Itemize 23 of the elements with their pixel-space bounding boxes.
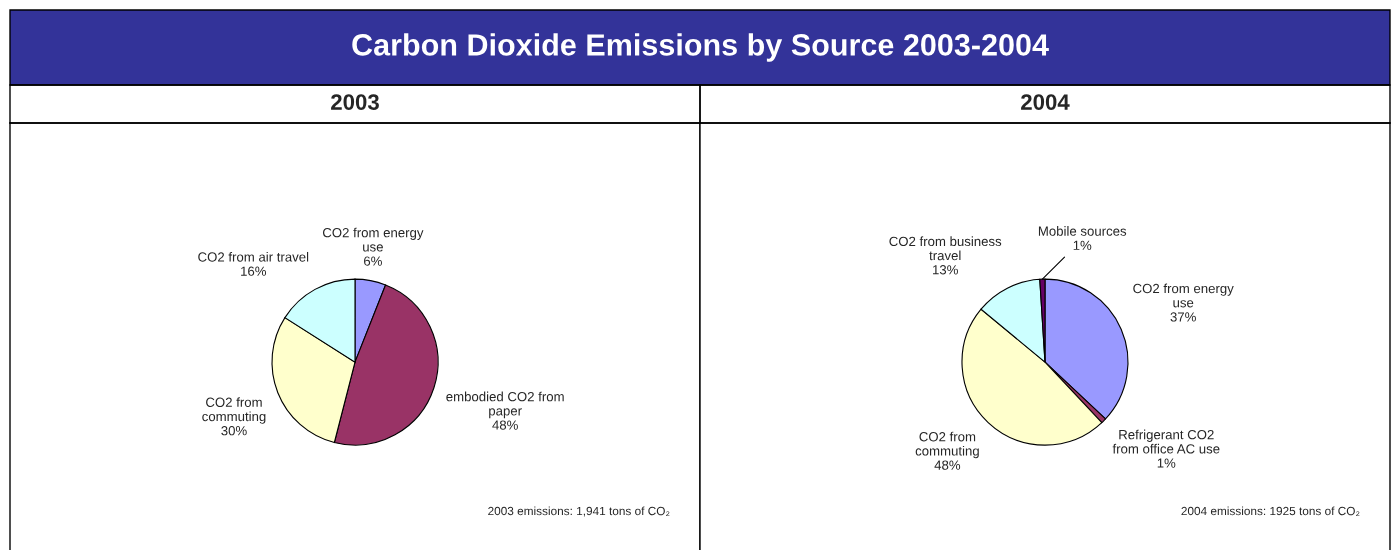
slice-label: embodied CO2 from paper (446, 391, 564, 419)
chart-subtitle: 2003 (331, 94, 379, 110)
data-label: 13% (933, 265, 958, 275)
text: Carbon Dioxide Emissions by Source 2003-2004 (352, 33, 1049, 62)
slice-label: CO2 from business travel (889, 236, 1002, 261)
slice-label: CO2 from commuting (202, 397, 266, 424)
slice-label: CO2 from commuting (915, 431, 979, 459)
slice-label: CO2 from air travel (198, 251, 309, 262)
data-label: 37% (1170, 312, 1196, 322)
text: 2003 emissions: 1,941 tons of CO₂ (488, 506, 670, 517)
data-label: 48% (934, 460, 961, 470)
slice-label: Mobile sources (1038, 226, 1127, 236)
slice-label: CO2 from energy use (322, 227, 424, 252)
data-label: 6% (364, 256, 382, 266)
data-label: 1% (1073, 240, 1092, 250)
slice-label: Refrigerant CO2 from office AC use (1112, 429, 1220, 454)
data-label: 16% (241, 266, 267, 276)
chart-subtitle: 2004 (1021, 94, 1070, 110)
data-label: 1% (1157, 458, 1176, 468)
text: 2004 emissions: 1925 tons of CO₂ (1181, 506, 1360, 517)
data-label: 30% (221, 426, 247, 436)
slice-label: CO2 from energy use (1133, 283, 1234, 308)
data-label: 48% (492, 420, 518, 430)
